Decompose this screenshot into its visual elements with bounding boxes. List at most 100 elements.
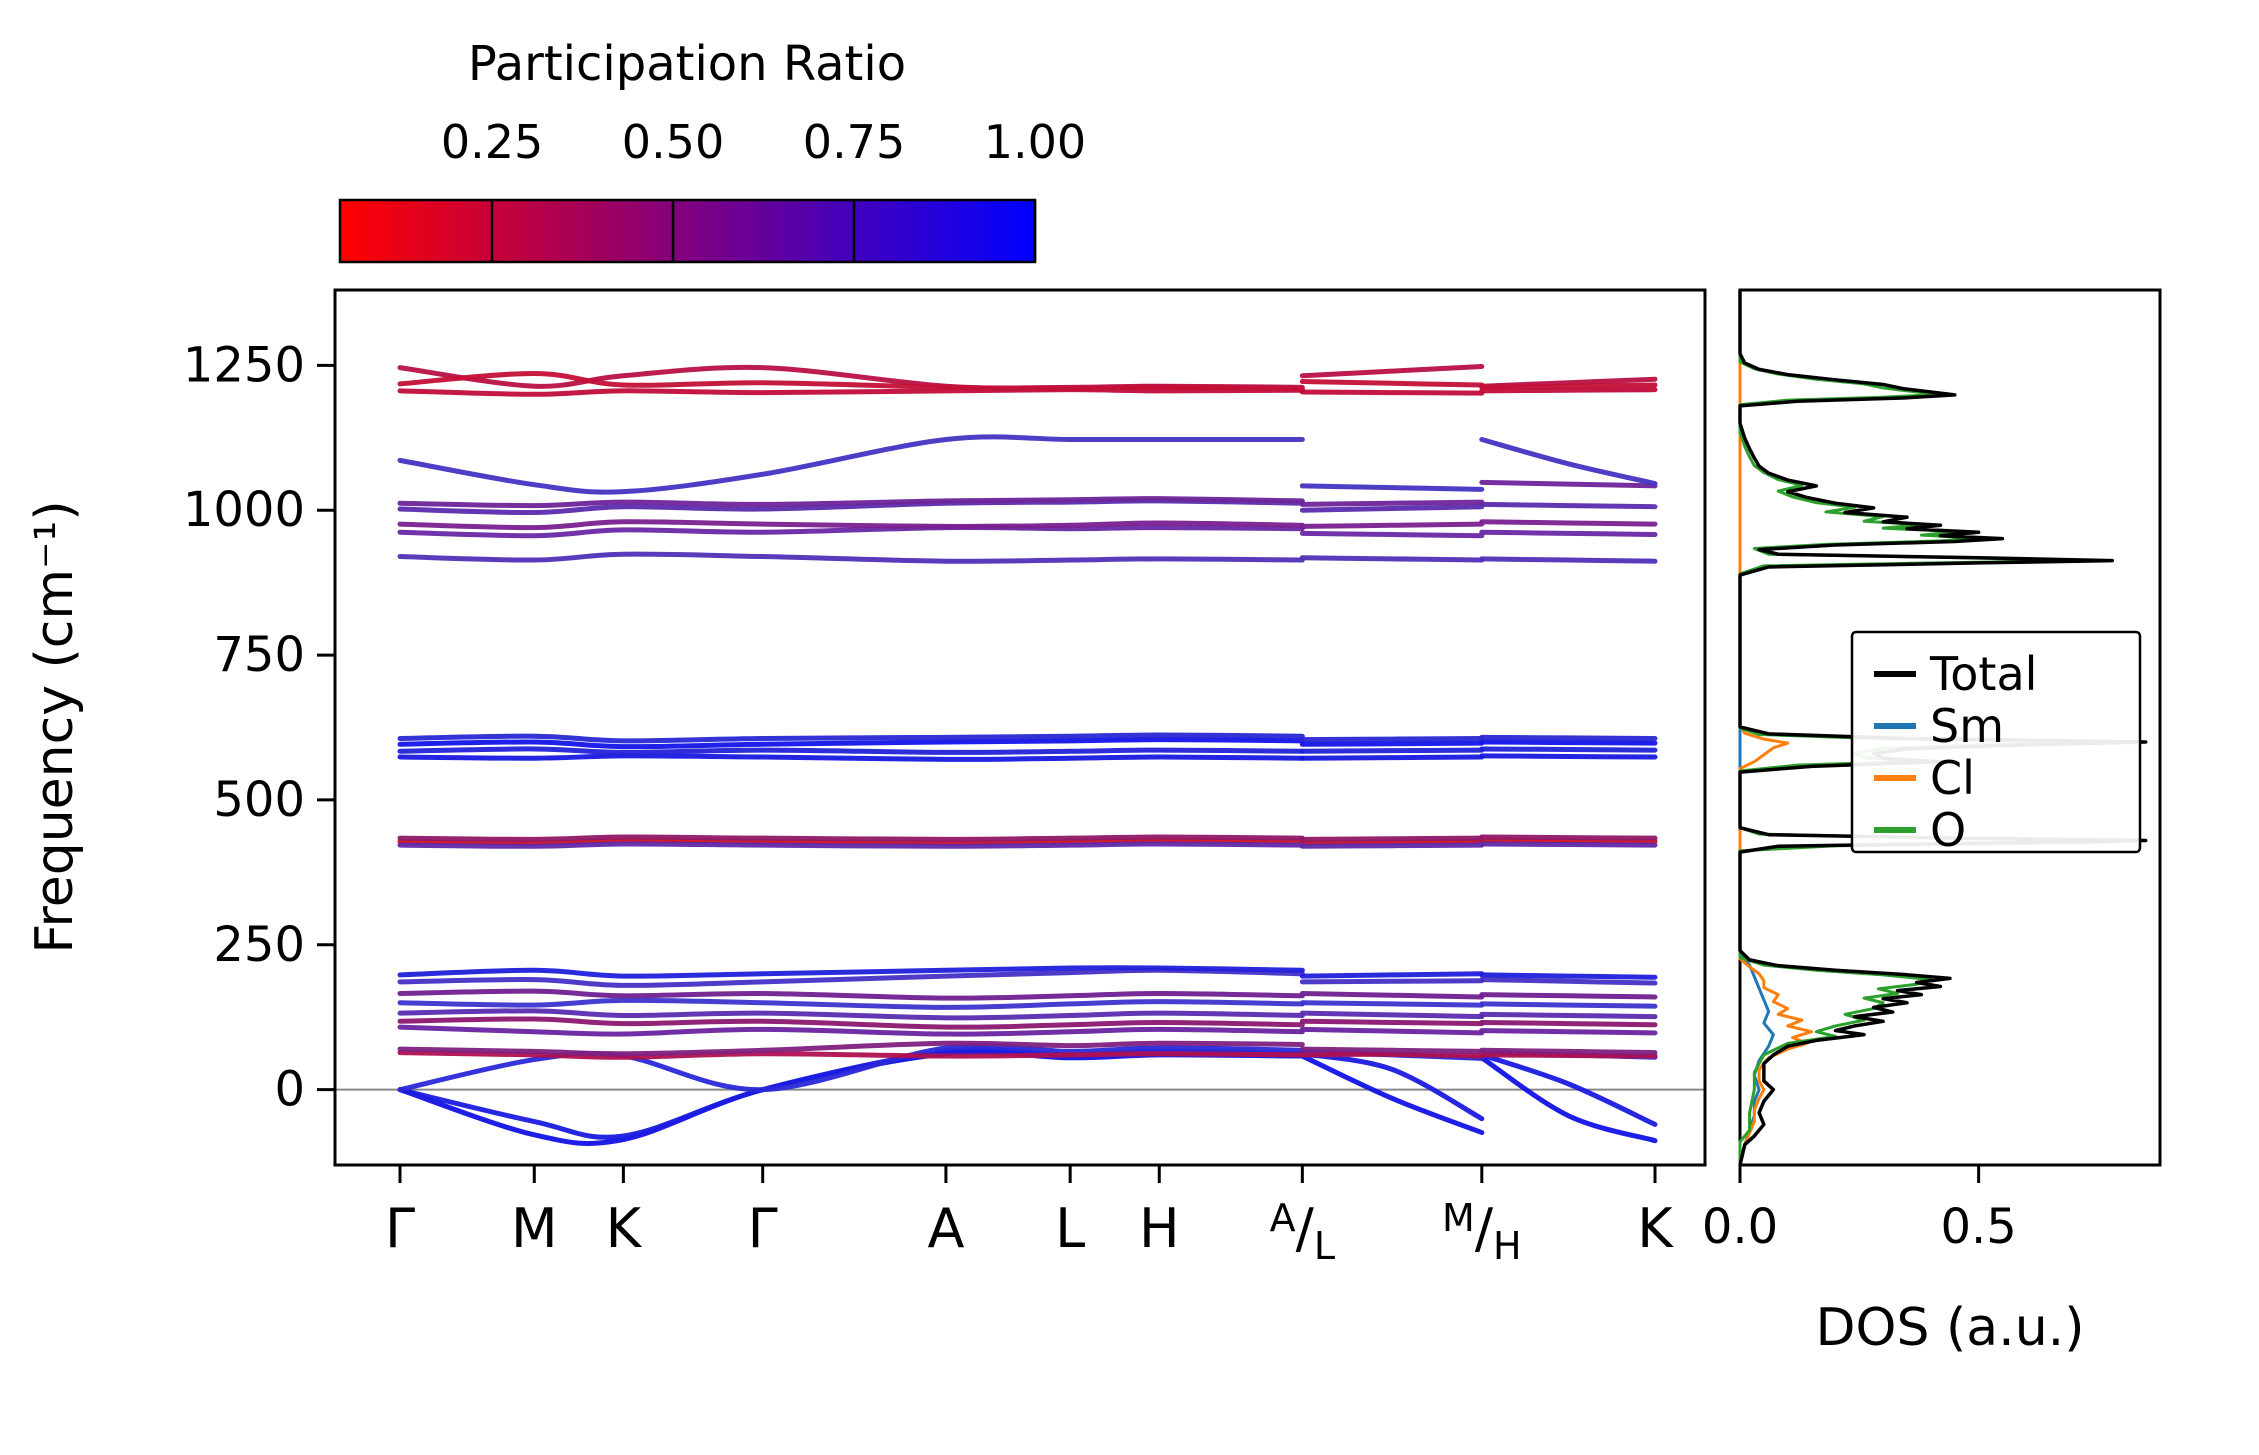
y-tick-label: 0 <box>274 1062 305 1118</box>
k-point-label: Γ <box>748 1197 778 1260</box>
phonon-band <box>1479 739 1658 746</box>
phonon-band <box>1479 746 1658 753</box>
phonon-band <box>1479 977 1658 986</box>
phonon-band <box>1299 530 1485 539</box>
phonon-band <box>1479 387 1658 394</box>
phonon-band <box>397 551 1305 564</box>
legend-label-cl: Cl <box>1930 751 1975 805</box>
phonon-band <box>1479 972 1658 980</box>
phonon-band <box>397 370 1305 392</box>
y-tick-label: 250 <box>213 917 305 973</box>
phonon-band <box>1299 736 1485 743</box>
phonon-band <box>1479 1052 1658 1127</box>
phonon-band <box>397 519 1305 531</box>
phonon-band <box>1479 837 1658 845</box>
phonon-band <box>1299 971 1485 979</box>
colorbar-tick-label: 0.25 <box>441 115 543 169</box>
phonon-band <box>1299 499 1485 507</box>
phonon-band <box>1299 1053 1485 1136</box>
band-panel-border <box>333 288 1707 1167</box>
phonon-band <box>397 1016 1305 1030</box>
phonon-band <box>397 496 1305 509</box>
dos-x-tick-label: 0.5 <box>1940 1199 2016 1255</box>
phonon-band <box>397 753 1305 762</box>
phonon-band <box>1299 1051 1485 1122</box>
phonon-band <box>1299 1046 1485 1054</box>
phonon-band <box>1479 841 1658 848</box>
phonon-band <box>1479 1047 1658 1056</box>
phonon-band <box>1299 1000 1485 1008</box>
phonon-band <box>1299 504 1485 513</box>
phonon-band <box>397 737 1305 750</box>
phonon-band <box>397 1024 1305 1037</box>
phonon-band <box>1479 437 1658 487</box>
phonon-band <box>1479 1028 1658 1036</box>
phonon-band <box>397 1008 1305 1021</box>
k-point-label: L <box>1055 1197 1085 1260</box>
phonon-band <box>1299 521 1485 529</box>
phonon-band <box>1299 1010 1485 1020</box>
phonon-band <box>1479 382 1658 390</box>
phonon-band <box>1479 1001 1658 1009</box>
phonon-band <box>397 1040 1305 1057</box>
phonon-band <box>1479 753 1658 760</box>
phonon-band <box>397 434 1305 495</box>
phonon-band <box>397 965 1305 979</box>
k-point-label: A/L <box>1270 1196 1335 1268</box>
phonon-band <box>397 997 1305 1010</box>
phonon-band <box>1479 1055 1658 1144</box>
phonon-band <box>1299 1051 1485 1059</box>
y-axis-label: Frequency (cm⁻¹) <box>25 500 85 953</box>
y-tick-label: 1250 <box>183 337 305 393</box>
colorbar-tick-label: 0.50 <box>622 115 724 169</box>
phonon-band <box>1479 501 1658 510</box>
phonon-band <box>1299 363 1485 379</box>
colorbar-title: Participation Ratio <box>468 36 906 92</box>
phonon-band <box>397 834 1305 842</box>
phonon-band <box>1299 990 1485 1000</box>
legend-label-o: O <box>1930 803 1966 857</box>
y-tick-label: 1000 <box>183 482 305 538</box>
phonon-band <box>1299 379 1485 388</box>
phonon-band <box>1299 483 1485 492</box>
phonon-band <box>1479 1011 1658 1020</box>
phonon-band <box>1479 479 1658 489</box>
k-point-label: M <box>511 1197 558 1260</box>
phonon-band <box>397 1050 1305 1060</box>
phonon-band <box>397 524 1305 539</box>
phonon-band <box>397 988 1305 1001</box>
colorbar-tick-label: 1.00 <box>984 115 1086 169</box>
phonon-band <box>1479 734 1658 742</box>
legend-label-sm: Sm <box>1930 699 2004 753</box>
k-point-label: Γ <box>385 1197 415 1260</box>
phonon-band <box>1299 978 1485 985</box>
phonon-band <box>1299 740 1485 747</box>
k-point-label: A <box>927 1197 964 1260</box>
phonon-band <box>397 387 1305 397</box>
k-point-label: K <box>1637 1197 1674 1260</box>
phonon-band <box>397 1047 1305 1140</box>
phonon-band <box>1299 747 1485 754</box>
phonon-band <box>1479 992 1658 1000</box>
phonon-band <box>397 837 1305 846</box>
phonon-band <box>1299 389 1485 396</box>
phonon-band <box>1479 1019 1658 1028</box>
phonon-band <box>397 746 1305 755</box>
dos-curve-cl <box>1738 290 1814 1166</box>
phonon-band <box>1299 555 1485 563</box>
phonon-band <box>1299 754 1485 761</box>
dos-x-label: DOS (a.u.) <box>1816 1298 2085 1358</box>
k-point-label: H <box>1139 1197 1180 1260</box>
colorbar-gradient <box>340 200 1035 262</box>
phonon-band <box>1299 1018 1485 1027</box>
phonon-band <box>397 841 1305 849</box>
phonon-band <box>1479 519 1658 527</box>
legend-box <box>1850 630 2142 854</box>
colorbar-tick-label: 0.75 <box>803 115 905 169</box>
phonon-band <box>1479 1052 1658 1059</box>
k-point-label: K <box>606 1197 643 1260</box>
